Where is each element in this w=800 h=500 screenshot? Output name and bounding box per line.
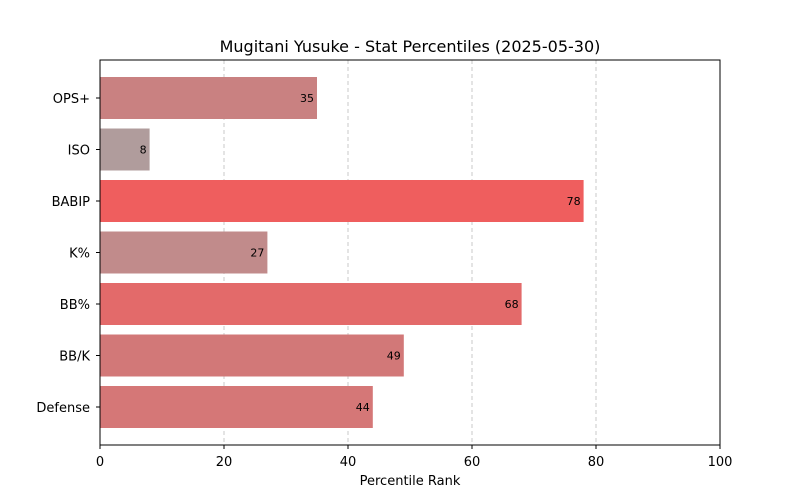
bar [100, 231, 268, 274]
bar [100, 128, 150, 171]
y-tick-label: OPS+ [53, 92, 90, 107]
y-tick-label: BB/K [59, 350, 90, 365]
bar-value-label: 8 [140, 144, 147, 157]
x-tick-label: 100 [708, 455, 733, 470]
bar-value-label: 49 [387, 350, 401, 363]
bar [100, 334, 404, 377]
y-tick-label: BB% [60, 298, 90, 313]
x-tick-label: 80 [588, 455, 605, 470]
x-tick-label: 0 [96, 455, 104, 470]
x-tick-label: 20 [216, 455, 233, 470]
bar [100, 386, 373, 428]
bar [100, 180, 584, 222]
y-tick-label: ISO [68, 144, 90, 159]
chart-title: Mugitani Yusuke - Stat Percentiles (2025… [220, 37, 601, 56]
bar-value-label: 78 [567, 195, 581, 208]
x-axis-ticks: 0 20 40 60 80 100 [96, 445, 733, 470]
x-tick-label: 60 [464, 455, 481, 470]
y-tick-label: BABIP [52, 195, 91, 210]
x-tick-label: 40 [340, 455, 357, 470]
bars-group: 35 8 78 27 68 49 44 [100, 77, 584, 428]
x-axis-label: Percentile Rank [360, 474, 461, 489]
y-axis-ticks: OPS+ ISO BABIP K% BB% BB/K Defense [36, 92, 100, 416]
bar-value-label: 27 [250, 247, 264, 260]
bar [100, 283, 522, 325]
y-tick-label: Defense [36, 401, 90, 416]
bar-value-label: 68 [505, 298, 519, 311]
bar-value-label: 44 [356, 401, 370, 414]
y-tick-label: K% [69, 247, 90, 262]
bar [100, 77, 317, 119]
bar-value-label: 35 [300, 92, 314, 105]
